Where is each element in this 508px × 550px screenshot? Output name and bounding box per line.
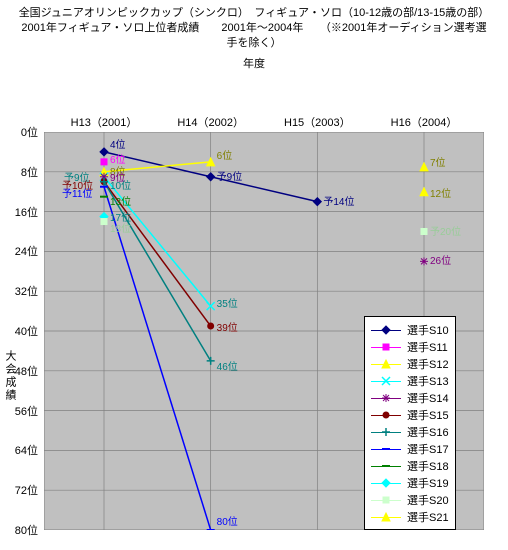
y-tick: 16位 (15, 204, 38, 220)
data-label: 7位 (430, 154, 446, 169)
y-tick: 40位 (15, 323, 38, 339)
legend-item: 選手S18 (371, 457, 449, 474)
x-tick: H15（2003） (284, 114, 351, 130)
legend: 選手S10選手S11選手S12選手S13選手S14選手S15選手S16選手S17… (364, 316, 456, 530)
x-tick: H13（2001） (71, 114, 138, 130)
legend-item: 選手S12 (371, 355, 449, 372)
y-tick: 48位 (15, 363, 38, 379)
legend-item: 選手S16 (371, 423, 449, 440)
y-tick: 8位 (21, 164, 38, 180)
data-label: 10位 (110, 177, 131, 192)
data-label: 予20位 (430, 223, 461, 238)
legend-item: 選手S15 (371, 406, 449, 423)
legend-item: 選手S17 (371, 440, 449, 457)
legend-item: 選手S19 (371, 474, 449, 491)
data-label: 予11位 (62, 185, 92, 200)
data-label: 35位 (217, 295, 238, 310)
chart-title: 全国ジュニアオリンピックカップ（シンクロ） フィギュア・ソロ（10-12歳の部/… (0, 0, 508, 53)
x-tick: H16（2004） (391, 114, 458, 130)
legend-item: 選手S20 (371, 491, 449, 508)
legend-item: 選手S21 (371, 508, 449, 525)
data-label: 13位 (110, 193, 131, 208)
data-label: 予9位 (217, 168, 243, 183)
legend-item: 選手S13 (371, 372, 449, 389)
data-label: 46位 (217, 358, 238, 373)
y-tick: 72位 (15, 482, 38, 498)
data-label: 39位 (217, 319, 238, 334)
data-label: 26位 (430, 252, 451, 267)
legend-item: 選手S10 (371, 321, 449, 338)
plot-area: H13（2001）H14（2002）H15（2003）H16（2004） 0位8… (44, 132, 484, 530)
x-axis-title: 年度 (0, 55, 508, 71)
data-label: 6位 (217, 147, 233, 162)
data-label: 80位 (217, 513, 238, 528)
legend-item: 選手S14 (371, 389, 449, 406)
legend-item: 選手S11 (371, 338, 449, 355)
y-tick: 24位 (15, 243, 38, 259)
data-label: 12位 (430, 185, 451, 200)
y-tick: 56位 (15, 403, 38, 419)
data-label: 予14位 (323, 193, 354, 208)
y-tick: 64位 (15, 442, 38, 458)
x-tick: H14（2002） (177, 114, 244, 130)
data-label: 18位 (110, 220, 131, 235)
y-tick: 80位 (15, 522, 38, 538)
data-label: 4位 (110, 136, 126, 151)
y-tick: 0位 (21, 124, 38, 140)
y-tick: 32位 (15, 283, 38, 299)
